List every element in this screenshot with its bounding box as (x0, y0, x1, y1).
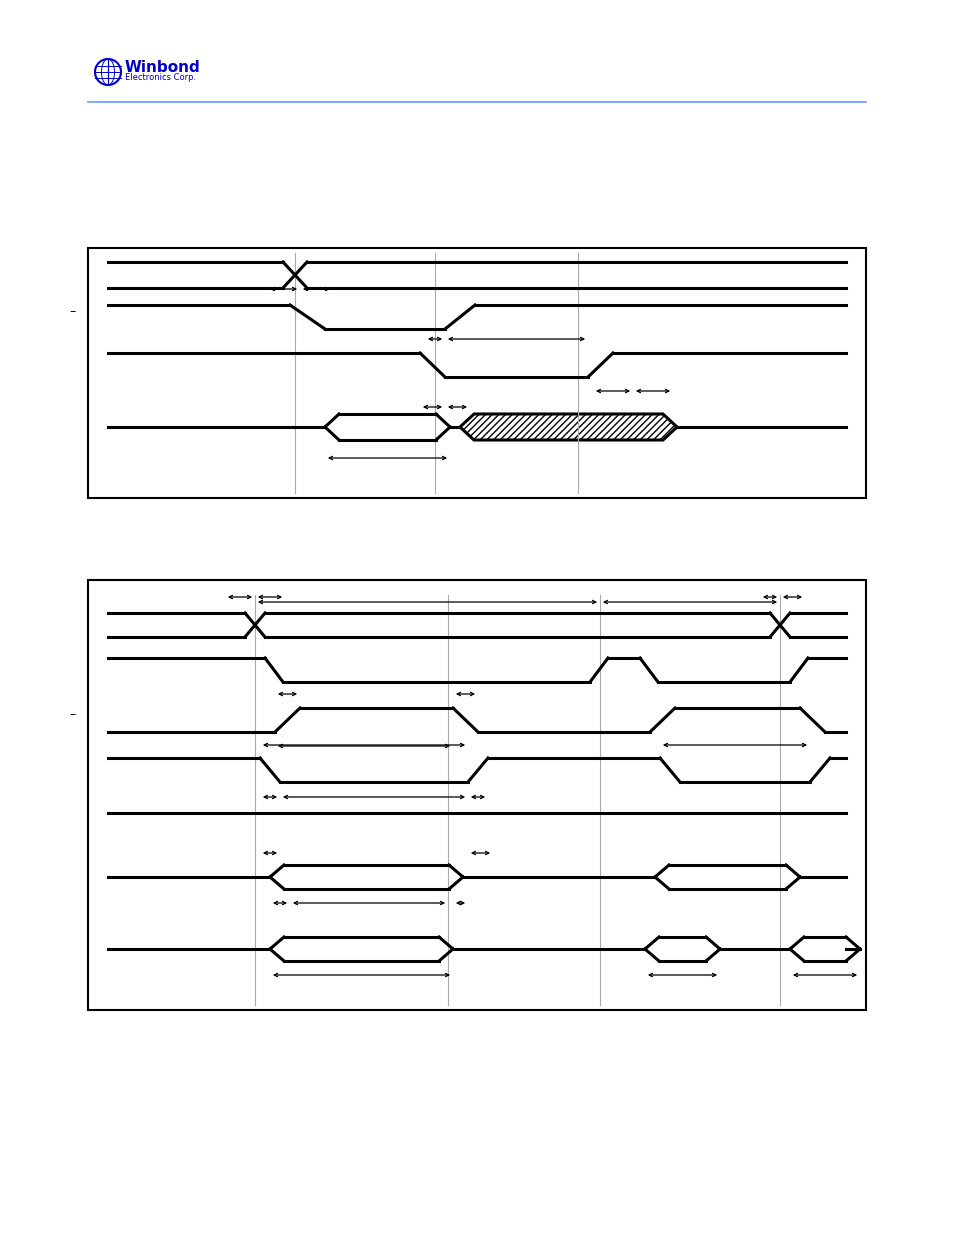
Text: –: – (70, 709, 76, 721)
Text: –: – (70, 305, 76, 319)
Bar (88, 248, 865, 498)
Bar (88, 580, 865, 1010)
Text: Winbond: Winbond (125, 61, 200, 75)
Text: Electronics Corp.: Electronics Corp. (125, 74, 196, 83)
Polygon shape (459, 414, 677, 440)
